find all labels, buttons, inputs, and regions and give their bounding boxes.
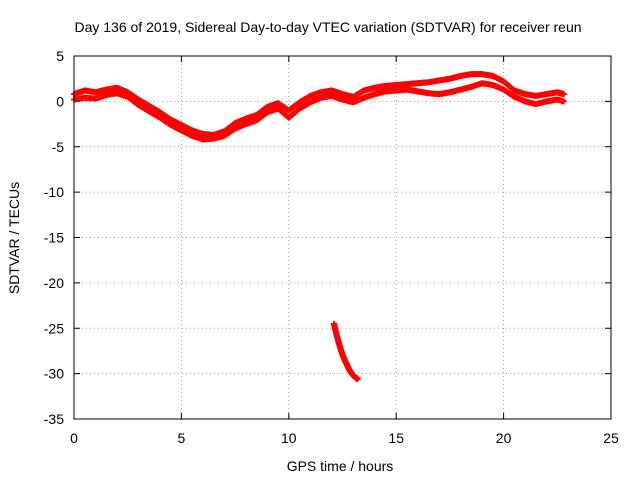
y-tick-label: -10: [44, 184, 64, 200]
series-main-track-lower: [71, 80, 567, 143]
data-point: [560, 91, 567, 98]
y-tick-label: -15: [44, 230, 64, 246]
x-tick-label: 15: [388, 430, 404, 446]
x-tick-label: 0: [70, 430, 78, 446]
data-point: [354, 376, 361, 383]
y-tick-label: -5: [52, 139, 65, 155]
x-tick-label: 20: [496, 430, 512, 446]
chart-title: Day 136 of 2019, Sidereal Day-to-day VTE…: [74, 19, 581, 35]
y-tick-label: -20: [44, 275, 64, 291]
series-outlier-segment: [330, 320, 361, 383]
tick-labels: 0 5 10 15 20 25 5 0 -5 -10 -15 -20 -25 -30 -35: [44, 48, 619, 446]
x-axis-label: GPS time / hours: [287, 458, 394, 474]
y-tick-label: -35: [44, 411, 64, 427]
y-tick-label: 0: [56, 93, 64, 109]
data-point: [560, 98, 567, 105]
y-axis-label: SDTVAR / TECUs: [6, 182, 22, 294]
x-tick-label: 10: [281, 430, 297, 446]
x-tick-label: 25: [603, 430, 619, 446]
y-tick-label: -25: [44, 320, 64, 336]
data-marks: [71, 71, 567, 383]
y-tick-label: 5: [56, 48, 64, 64]
y-tick-label: -30: [44, 366, 64, 382]
x-tick-label: 5: [178, 430, 186, 446]
series-main-track-upper: [71, 71, 567, 138]
plot-frame: [73, 55, 612, 420]
